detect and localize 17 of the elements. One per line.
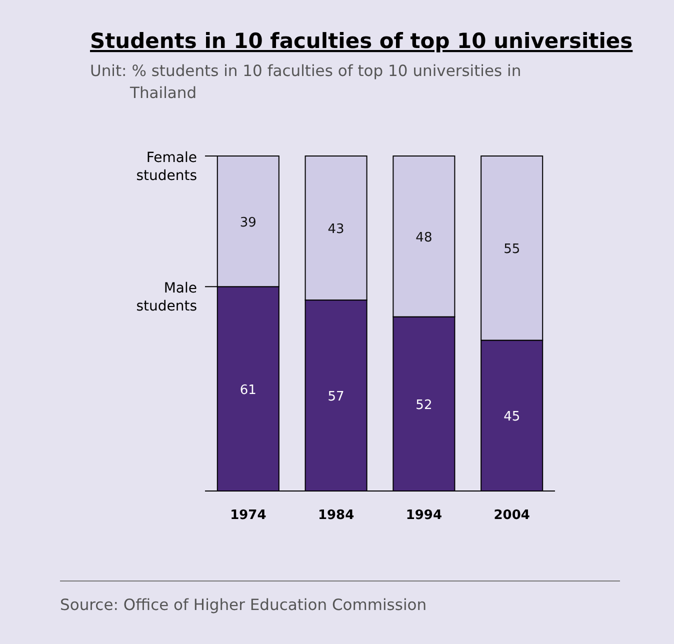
x-tick-label: 1984 [318,508,354,523]
chart-subtitle: Unit: % students in 10 faculties of top 10 universities in Thailand [90,62,522,102]
data-label: 39 [240,215,256,230]
x-tick-label: 1994 [406,508,442,523]
data-label: 45 [504,410,520,425]
data-label: 57 [328,390,344,405]
data-label: 61 [240,382,256,398]
legend-label: Male students [136,280,197,315]
legend-label: Female students [136,150,197,184]
source-note: Source: Office of Higher Education Commission [60,596,427,614]
x-tick-label: 2004 [494,508,530,523]
data-label: 55 [504,242,520,258]
x-tick-label: 1974 [230,508,266,523]
chart-title: Students in 10 faculties of top 10 universities [90,29,633,53]
data-label: 52 [416,398,432,413]
data-label: 43 [328,222,344,238]
data-label: 48 [416,230,432,246]
